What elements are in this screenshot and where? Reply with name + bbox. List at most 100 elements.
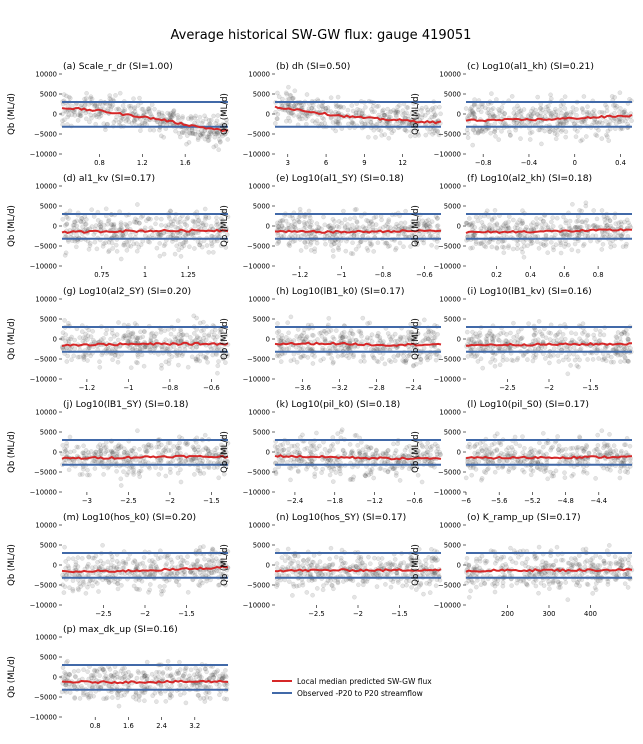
data-point (114, 107, 119, 112)
data-point (88, 112, 94, 118)
data-point (178, 467, 183, 472)
data-point (576, 214, 581, 219)
data-point (479, 476, 485, 481)
y-axis-label: Qb (ML/d) (411, 431, 421, 473)
data-point (223, 131, 228, 137)
data-point (345, 107, 351, 113)
data-point (415, 113, 421, 119)
data-point (597, 119, 603, 125)
data-point (515, 242, 521, 247)
y-axis-label: Qb (ML/d) (411, 318, 421, 360)
scatter-points (60, 90, 230, 152)
data-point (202, 432, 208, 438)
data-point (121, 108, 127, 114)
data-point (496, 137, 502, 142)
data-point (322, 328, 328, 334)
data-point (76, 444, 81, 450)
data-point (400, 112, 406, 118)
data-point (280, 442, 286, 447)
data-point (156, 109, 162, 115)
data-point (190, 131, 196, 137)
data-point (593, 132, 598, 137)
data-point (374, 448, 379, 454)
data-point (85, 472, 90, 478)
data-point (208, 131, 214, 137)
data-point (504, 447, 509, 453)
data-point (298, 233, 304, 239)
data-point (120, 103, 126, 108)
x-tick-label: −6 (461, 497, 471, 505)
data-point (84, 116, 89, 122)
data-point (68, 96, 73, 101)
data-point (541, 218, 546, 224)
data-point (333, 128, 339, 134)
data-point (186, 140, 192, 145)
x-tick-label: −0.4 (521, 159, 538, 167)
data-point (62, 318, 67, 323)
data-point (518, 459, 524, 465)
data-point (413, 361, 419, 367)
y-tick-label: 0 (53, 223, 57, 231)
data-point (546, 103, 551, 109)
data-point (513, 127, 519, 133)
data-point (161, 134, 166, 140)
data-point (374, 358, 380, 364)
data-point (356, 448, 362, 454)
data-point (125, 117, 130, 122)
data-point (71, 222, 77, 228)
data-point (275, 232, 281, 237)
data-point (330, 435, 336, 440)
data-point (347, 442, 353, 447)
data-point (96, 111, 102, 117)
data-point (368, 119, 374, 125)
data-point (509, 94, 515, 99)
data-point (470, 109, 475, 114)
data-point (601, 445, 606, 451)
data-point (391, 128, 397, 134)
data-point (310, 361, 316, 366)
data-point (617, 475, 623, 481)
data-point (544, 440, 549, 446)
y-tick-label: 10000 (439, 296, 461, 304)
panel-5: (f) Log10(al2_kh) (SI=0.18)Qb (ML/d)−100… (411, 173, 634, 279)
data-point (201, 327, 206, 333)
data-point (608, 240, 613, 246)
y-tick-label: 10000 (35, 71, 57, 79)
data-point (546, 330, 552, 336)
data-point (290, 96, 296, 101)
data-point (347, 338, 353, 344)
panel-title: (d) al1_kv (SI=0.17) (63, 173, 155, 184)
data-point (170, 110, 176, 115)
data-point (217, 139, 223, 144)
data-point (511, 320, 516, 326)
data-point (376, 103, 381, 109)
data-point (574, 447, 580, 453)
data-point (382, 361, 388, 367)
data-point (300, 432, 305, 438)
data-point (184, 216, 190, 222)
data-point (92, 239, 98, 245)
y-axis-label: Qb (ML/d) (7, 318, 17, 360)
x-tick-label: −0.6 (416, 271, 433, 279)
data-point (178, 479, 184, 485)
data-point (392, 358, 398, 364)
data-point (199, 120, 205, 126)
data-point (319, 103, 325, 109)
data-point (415, 112, 420, 117)
data-point (308, 440, 313, 446)
data-point (88, 94, 94, 99)
data-point (341, 208, 346, 214)
data-point (193, 113, 198, 119)
data-point (147, 127, 153, 133)
data-point (72, 109, 77, 115)
data-point (608, 223, 614, 229)
data-point (488, 359, 493, 365)
data-point (64, 345, 70, 351)
data-point (118, 220, 124, 225)
data-point (556, 359, 562, 364)
data-point (602, 441, 607, 446)
data-point (381, 112, 387, 118)
data-point (404, 338, 410, 343)
data-point (320, 457, 325, 462)
y-axis-label: Qb (ML/d) (220, 93, 230, 135)
